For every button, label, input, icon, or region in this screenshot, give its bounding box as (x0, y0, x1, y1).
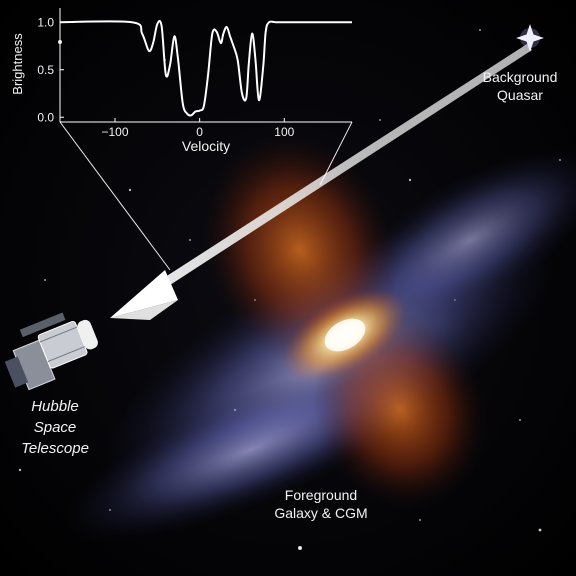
y-tick-label: 1.0 (37, 15, 54, 29)
telescope-label-line-2: Space (33, 419, 77, 436)
y-tick-label: 0.5 (37, 63, 54, 77)
telescope-label-line-3: Telescope (21, 440, 89, 457)
quasar-star-icon (516, 24, 544, 52)
chart-ticks: −100 0 100 0.0 0.5 1.0 (37, 15, 294, 139)
galaxy-label-line-1: Foreground (284, 487, 358, 503)
spectrum-line (59, 19, 352, 117)
sightline-arrow (110, 44, 532, 320)
telescope-label-line-1: Hubble (31, 398, 79, 415)
x-tick-label: 0 (196, 125, 203, 139)
x-tick-label: −100 (101, 125, 128, 139)
telescope-label: Hubble Space Telescope (10, 396, 100, 459)
y-axis-label: Brightness (10, 33, 25, 95)
galaxy-label: Foreground Galaxy & CGM (256, 486, 386, 522)
y-tick-label: 0.0 (37, 110, 54, 124)
x-tick-label: 100 (274, 125, 294, 139)
quasar-label-line-2: Quasar (497, 87, 543, 103)
quasar-label-line-1: Background (482, 69, 558, 85)
zoom-lines (59, 121, 353, 271)
galaxy-label-line-2: Galaxy & CGM (274, 505, 368, 521)
hubble-telescope-icon (4, 312, 98, 391)
x-axis-label: Velocity (182, 138, 230, 154)
foreground-galaxy (63, 132, 576, 541)
chart-axes (59, 8, 352, 123)
quasar-label: Background Quasar (470, 68, 570, 104)
